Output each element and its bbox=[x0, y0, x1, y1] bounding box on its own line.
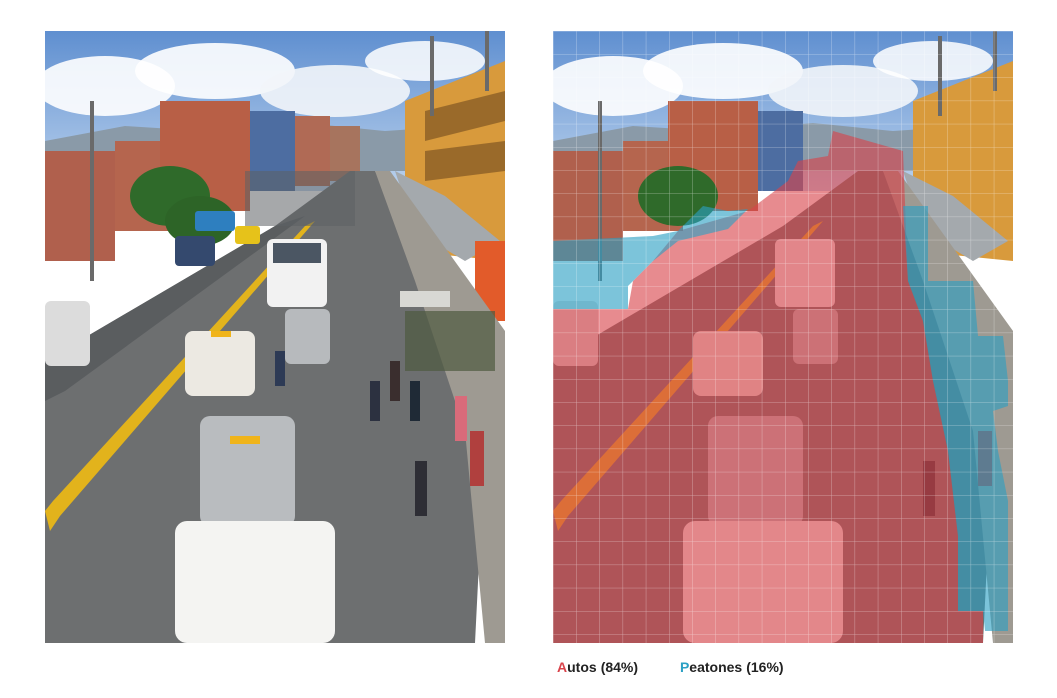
legend-peatones-percentage: (16%) bbox=[746, 659, 784, 675]
legend-autos-initial: A bbox=[557, 659, 568, 675]
legend-autos-percentage: (84%) bbox=[600, 659, 639, 675]
legend-peatones-initial: P bbox=[679, 659, 690, 675]
segmented-street-photo bbox=[553, 31, 1013, 643]
segmentation-overlay-illustration bbox=[553, 31, 1013, 643]
legend-peatones-label: eatones bbox=[689, 659, 743, 675]
original-street-photo bbox=[45, 31, 505, 643]
legend-item-autos: Autos (84%) bbox=[557, 659, 638, 675]
legend-autos-label: utos bbox=[567, 659, 597, 675]
legend: Autos (84%) Peatones (16%) bbox=[557, 659, 822, 675]
legend-item-peatones: Peatones (16%) bbox=[680, 659, 784, 675]
street-photo-illustration bbox=[45, 31, 505, 643]
